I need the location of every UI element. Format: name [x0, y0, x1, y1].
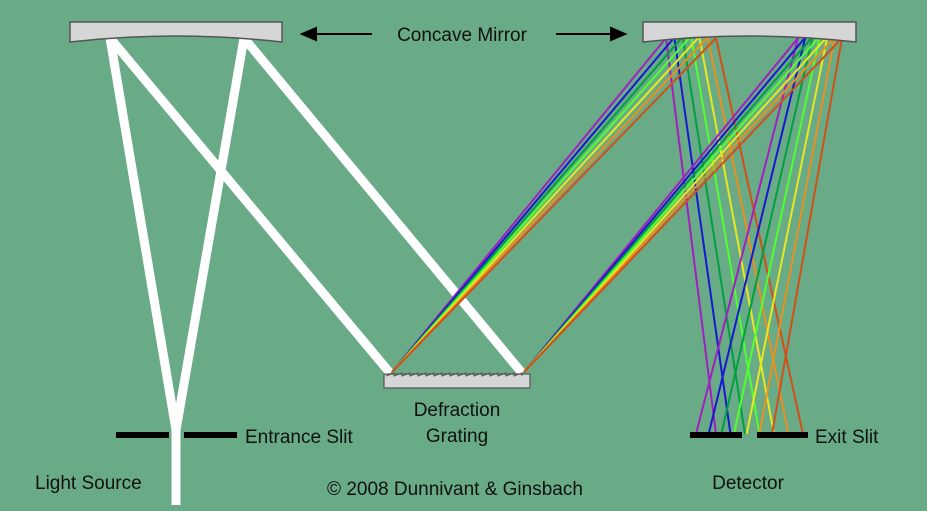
beam-to-mirror-left — [105, 37, 181, 431]
detector-label: Detector — [712, 473, 784, 494]
diffraction-grating — [383, 372, 531, 389]
exit-slit-label: Exit Slit — [815, 427, 879, 448]
copyright-text: © 2008 Dunnivant & Ginsbach — [327, 479, 583, 500]
arrow-left-icon — [299, 26, 317, 42]
spectrum-ray-out — [695, 37, 799, 435]
spectrum-ray-in — [391, 35, 692, 373]
spectrum-ray-in — [391, 36, 709, 373]
spectrum-ray-out — [733, 35, 821, 435]
arrow-right-icon — [610, 26, 628, 42]
spectrum-ray-in — [523, 37, 843, 373]
beam-to-mirror-right — [171, 37, 249, 431]
defraction-label-line2: Grating — [426, 426, 488, 447]
dispersed-spectrum — [391, 35, 843, 435]
spectrum-ray-out — [758, 37, 836, 435]
concave-mirror-label: Concave Mirror — [397, 25, 528, 46]
concave-mirror-left — [69, 21, 283, 43]
entrance-slit-left — [116, 432, 169, 438]
spectrum-ray-out — [665, 37, 717, 435]
spectrum-ray-out — [681, 36, 746, 435]
beam-mirror-to-grating-1 — [106, 35, 394, 376]
spectrum-ray-in — [391, 35, 701, 373]
spectrum-ray-out — [745, 36, 829, 435]
spectrum-ray-out — [707, 37, 807, 435]
mirror-arrows — [299, 26, 628, 42]
defraction-label-line1: Defraction — [414, 400, 501, 421]
exit-slit-right — [757, 432, 808, 438]
spectrum-ray-out — [698, 36, 775, 435]
concave-mirror-right — [642, 21, 857, 43]
spectrum-ray-out — [673, 37, 732, 435]
light-source-label: Light Source — [35, 473, 142, 494]
white-light-beams — [105, 35, 526, 505]
entrance-slit-right — [184, 432, 237, 438]
beam-mirror-to-grating-2 — [240, 35, 526, 376]
spectrum-ray-out — [720, 36, 814, 435]
exit-slit-left — [690, 432, 742, 438]
spectrum-ray-out — [771, 37, 843, 435]
spectrum-ray-out — [715, 37, 804, 435]
spectrum-ray-in — [391, 37, 717, 373]
entrance-slit-label: Entrance Slit — [245, 427, 353, 448]
